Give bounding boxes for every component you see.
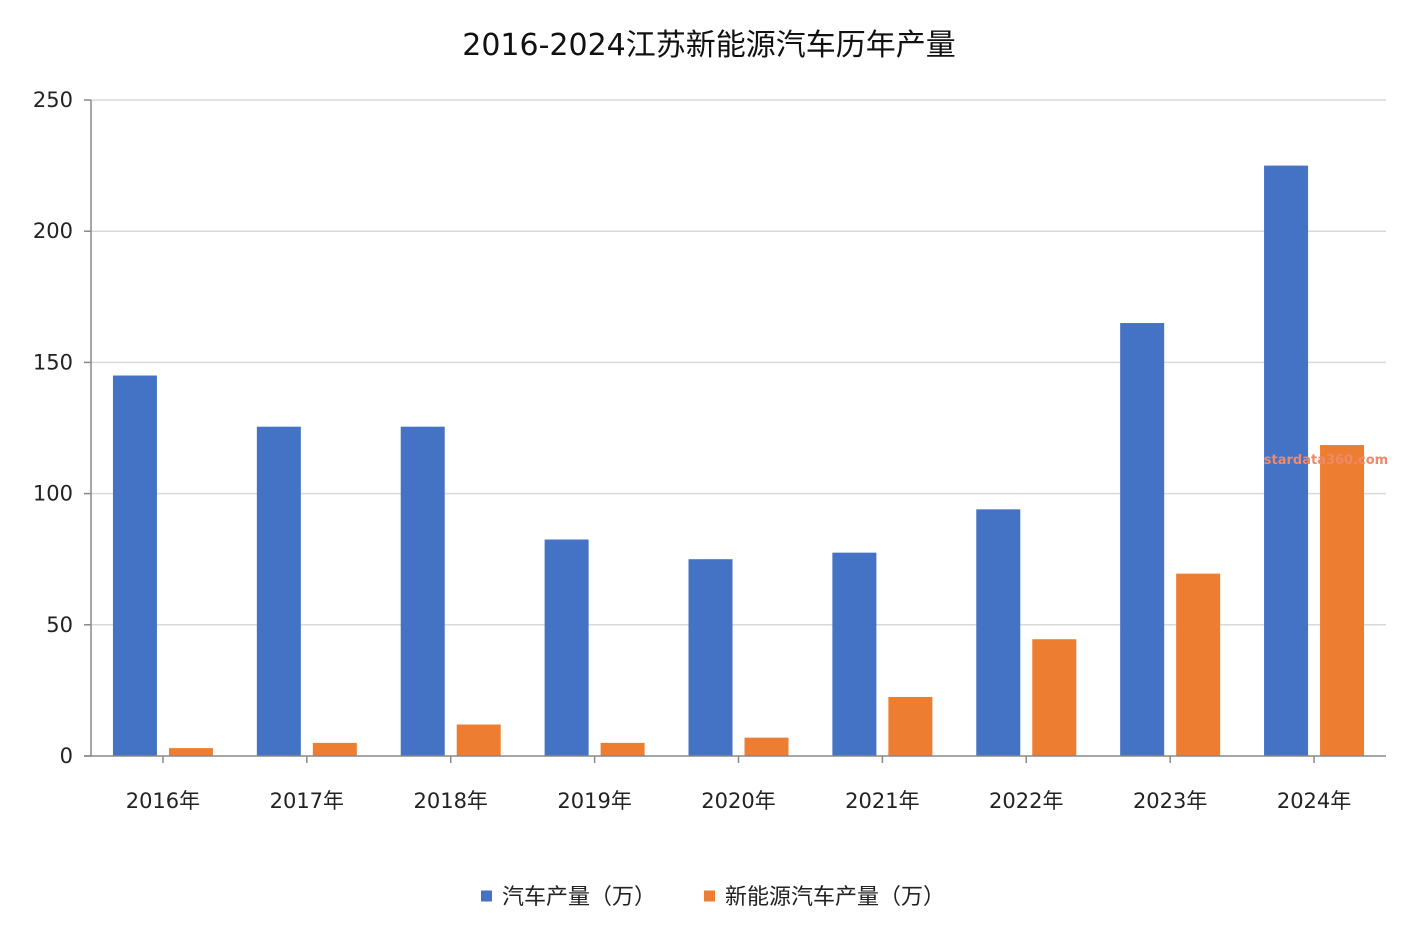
watermark-text: stardata360.com bbox=[1264, 453, 1388, 468]
legend: 汽车产量（万） 新能源汽车产量（万） bbox=[481, 885, 945, 910]
x-tick-label: 2024年 bbox=[1277, 789, 1351, 813]
bar-series-1 bbox=[688, 559, 733, 756]
y-tick-label: 100 bbox=[33, 482, 73, 506]
x-tick-label: 2023年 bbox=[1133, 789, 1207, 813]
bar-series-2 bbox=[1320, 445, 1365, 756]
bar-series-1 bbox=[112, 375, 157, 756]
bars bbox=[112, 165, 1365, 757]
legend-swatch-1 bbox=[481, 890, 492, 902]
bar-series-1 bbox=[1120, 323, 1165, 756]
bar-series-1 bbox=[976, 509, 1021, 756]
y-tick-label: 50 bbox=[46, 613, 73, 637]
chart-title: 2016-2024江苏新能源汽车历年产量 bbox=[462, 28, 956, 63]
x-tick-label: 2017年 bbox=[270, 789, 344, 813]
bar-series-1 bbox=[256, 426, 301, 756]
x-tick-label: 2022年 bbox=[989, 789, 1063, 813]
legend-label-1: 汽车产量（万） bbox=[502, 885, 656, 910]
bar-series-2 bbox=[600, 742, 645, 756]
y-tick-label: 200 bbox=[33, 219, 73, 243]
bar-series-2 bbox=[168, 748, 213, 756]
bar-series-1 bbox=[544, 539, 589, 756]
legend-swatch-2 bbox=[704, 890, 715, 902]
y-tick-label: 250 bbox=[33, 88, 73, 112]
bar-series-2 bbox=[312, 742, 357, 756]
y-tick-label: 0 bbox=[60, 744, 73, 768]
bar-series-2 bbox=[1032, 639, 1077, 756]
bar-series-1 bbox=[400, 426, 445, 756]
legend-label-2: 新能源汽车产量（万） bbox=[725, 885, 945, 910]
y-tick-label: 150 bbox=[33, 350, 73, 374]
bar-series-1 bbox=[832, 552, 877, 756]
gridlines bbox=[91, 99, 1386, 626]
x-tick-label: 2021年 bbox=[845, 789, 919, 813]
x-tick-label: 2016年 bbox=[126, 789, 200, 813]
x-tick-label: 2020年 bbox=[701, 789, 775, 813]
axes bbox=[84, 99, 1386, 763]
bar-series-2 bbox=[1176, 573, 1221, 756]
bar-series-2 bbox=[888, 696, 933, 756]
bar-series-2 bbox=[456, 724, 501, 756]
x-tick-label: 2018年 bbox=[413, 789, 487, 813]
x-tick-label: 2019年 bbox=[557, 789, 631, 813]
bar-series-1 bbox=[1264, 165, 1309, 757]
bar-series-2 bbox=[744, 737, 789, 756]
tick-labels: 0 50 100 150 200 250 2016年 2017年 2018年 2019年 2020年… bbox=[33, 88, 1351, 813]
